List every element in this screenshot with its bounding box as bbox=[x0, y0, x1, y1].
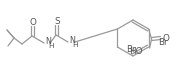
Text: HO: HO bbox=[129, 46, 143, 56]
Text: N: N bbox=[45, 37, 51, 45]
Text: S: S bbox=[54, 17, 60, 25]
Text: H: H bbox=[72, 42, 77, 48]
Text: O: O bbox=[162, 34, 169, 42]
Text: Br: Br bbox=[126, 44, 136, 54]
Text: H: H bbox=[48, 43, 54, 49]
Text: Br: Br bbox=[159, 38, 168, 46]
Text: N: N bbox=[69, 36, 75, 44]
Text: O: O bbox=[30, 18, 36, 26]
